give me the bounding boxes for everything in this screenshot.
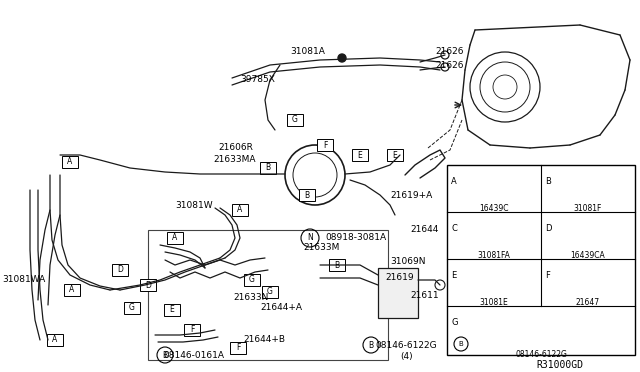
Text: A: A [172,234,178,243]
Text: G: G [249,276,255,285]
Text: A: A [67,157,72,167]
Text: 21619: 21619 [385,273,413,282]
Text: 31081WA: 31081WA [2,276,45,285]
Text: E: E [451,271,456,280]
Bar [352,149,368,161]
Bar [447,165,635,355]
Text: C: C [451,224,457,233]
Circle shape [338,54,346,62]
Bar [232,204,248,216]
Text: D: D [145,280,151,289]
Bar [260,162,276,174]
Text: G: G [129,304,135,312]
Text: 08146-6122G: 08146-6122G [375,340,436,350]
Text: N: N [307,234,313,243]
Bar [47,334,63,346]
Text: B: B [335,260,340,269]
Text: A: A [52,336,58,344]
Text: B: B [545,177,551,186]
Text: 08146-6122G: 08146-6122G [515,350,567,359]
Text: E: E [392,151,397,160]
Text: 21647: 21647 [576,298,600,307]
Bar [112,264,128,276]
Bar [287,114,303,126]
Text: R31000GD: R31000GD [536,360,584,370]
Bar [167,232,183,244]
Text: 21626: 21626 [435,48,463,57]
Text: D: D [545,224,552,233]
Bar [387,149,403,161]
Text: G: G [267,288,273,296]
Bar [164,304,180,316]
Bar [299,189,315,201]
Text: A: A [451,177,457,186]
Bar [64,284,80,296]
Text: 39785X: 39785X [240,76,275,84]
Bar [140,279,156,291]
Text: B: B [459,341,463,347]
Bar [244,274,260,286]
Text: F: F [545,271,550,280]
Bar [378,268,418,318]
Text: 21626: 21626 [435,61,463,70]
Text: B: B [266,164,271,173]
Text: 16439CA: 16439CA [571,251,605,260]
Text: 31081F: 31081F [574,204,602,213]
Bar [329,259,345,271]
Bar [124,302,140,314]
Text: 08146-0161A: 08146-0161A [163,350,224,359]
Text: A: A [69,285,75,295]
Bar [184,324,200,336]
Text: 31081W: 31081W [175,201,212,209]
Text: B: B [163,350,168,359]
Text: 08918-3081A: 08918-3081A [325,234,386,243]
Text: A: A [237,205,243,215]
Bar [230,342,246,354]
Bar [62,156,78,168]
Text: E: E [170,305,174,314]
Text: 21644+A: 21644+A [260,304,302,312]
Bar [262,286,278,298]
Text: 31081FA: 31081FA [477,251,511,260]
Text: D: D [117,266,123,275]
Text: F: F [236,343,240,353]
Text: G: G [451,318,458,327]
Text: 16439C: 16439C [479,204,509,213]
Text: 31081A: 31081A [290,48,325,57]
Text: B: B [369,340,374,350]
Text: E: E [358,151,362,160]
Text: 21633MA: 21633MA [213,155,255,164]
Text: 21633M: 21633M [303,244,339,253]
Text: 21633N: 21633N [233,294,268,302]
Bar [148,230,388,360]
Text: 21606R: 21606R [218,144,253,153]
Text: G: G [292,115,298,125]
Text: F: F [190,326,194,334]
Text: 31069N: 31069N [390,257,426,266]
Bar [317,139,333,151]
Text: 21611: 21611 [410,291,438,299]
Text: B: B [305,190,310,199]
Text: (4): (4) [400,353,413,362]
Text: F: F [323,141,327,150]
Text: 21644+B: 21644+B [243,336,285,344]
Text: 31081E: 31081E [479,298,508,307]
Text: 21644: 21644 [410,225,438,234]
Text: 21619+A: 21619+A [390,190,432,199]
